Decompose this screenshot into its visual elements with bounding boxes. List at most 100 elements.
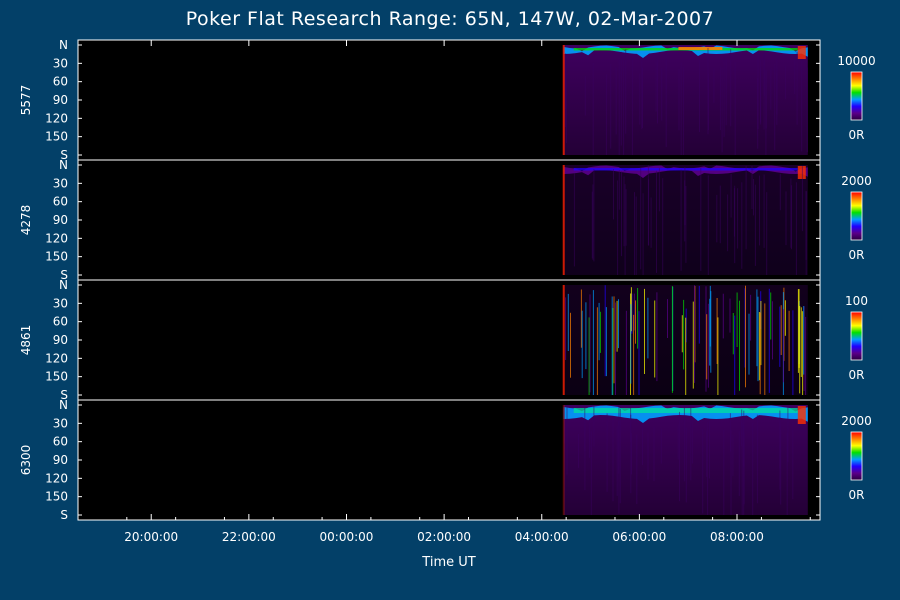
data-streak bbox=[637, 288, 639, 349]
colorbar bbox=[851, 432, 862, 480]
data-streak bbox=[605, 74, 607, 155]
data-streak bbox=[565, 53, 567, 128]
data-streak bbox=[764, 303, 766, 395]
data-streak bbox=[648, 179, 650, 246]
data-streak bbox=[709, 298, 711, 366]
data-streak bbox=[641, 57, 643, 130]
data-streak bbox=[753, 179, 754, 216]
data-onset-edge bbox=[562, 285, 565, 395]
data-streak bbox=[741, 422, 743, 515]
data-streak bbox=[634, 192, 635, 275]
data-streak bbox=[625, 310, 627, 395]
data-streak bbox=[620, 51, 622, 146]
data-streak bbox=[770, 68, 772, 110]
data-streak bbox=[618, 170, 620, 210]
data-streak bbox=[780, 429, 782, 505]
data-streak bbox=[580, 289, 582, 348]
data-streak bbox=[729, 298, 731, 333]
data-streak bbox=[653, 426, 655, 482]
data-streak bbox=[588, 317, 590, 395]
data-streak bbox=[661, 68, 663, 121]
data-streak bbox=[698, 285, 700, 344]
data-streak bbox=[624, 184, 626, 275]
data-streak bbox=[650, 197, 652, 248]
y-tick-label: 60 bbox=[53, 195, 68, 209]
data-streak bbox=[592, 290, 594, 395]
data-streak bbox=[631, 432, 632, 475]
data-streak bbox=[759, 312, 761, 395]
data-streak bbox=[801, 60, 803, 152]
data-streak bbox=[741, 409, 743, 447]
data-streak bbox=[625, 49, 627, 134]
data-streak bbox=[685, 317, 687, 395]
data-streak bbox=[709, 421, 710, 479]
data-streak bbox=[800, 307, 802, 377]
data-streak bbox=[679, 411, 680, 502]
data-streak bbox=[765, 71, 767, 155]
colorbar-frame bbox=[850, 191, 863, 241]
data-streak bbox=[630, 407, 632, 443]
data-streak bbox=[630, 414, 632, 494]
data-streak bbox=[745, 165, 747, 250]
data-streak bbox=[757, 296, 759, 382]
chart-title: Poker Flat Research Range: 65N, 147W, 02… bbox=[185, 8, 715, 30]
y-tick-label: N bbox=[59, 38, 68, 52]
x-axis-label: Time UT bbox=[422, 555, 476, 570]
y-tick-label: N bbox=[59, 158, 68, 172]
data-streak bbox=[616, 426, 618, 496]
panel-label: 6300 bbox=[19, 445, 33, 476]
data-streak bbox=[585, 302, 587, 370]
data-onset-edge bbox=[562, 165, 565, 275]
data-streak bbox=[743, 410, 745, 467]
data-streak bbox=[752, 422, 754, 515]
colorbar-min-label: 0R bbox=[849, 128, 865, 142]
data-streak bbox=[639, 73, 641, 125]
data-streak bbox=[794, 59, 796, 94]
data-streak bbox=[592, 184, 594, 260]
data-streak bbox=[792, 310, 794, 395]
colorbar-min-label: 0R bbox=[849, 368, 865, 382]
data-streak bbox=[584, 423, 586, 491]
data-streak bbox=[743, 433, 745, 505]
data-streak bbox=[671, 286, 673, 393]
data-streak bbox=[806, 67, 808, 153]
panel-label: 4278 bbox=[19, 205, 33, 236]
data-streak bbox=[721, 67, 723, 153]
x-tick-label: 00:00:00 bbox=[320, 530, 374, 544]
data-streak bbox=[751, 166, 753, 209]
data-streak bbox=[719, 185, 721, 244]
y-tick-label: 150 bbox=[45, 250, 68, 264]
data-streak bbox=[618, 420, 620, 474]
data-streak bbox=[801, 166, 803, 232]
data-streak bbox=[578, 434, 579, 468]
data-streak bbox=[734, 62, 736, 155]
colorbar-frame bbox=[850, 311, 863, 361]
colorbar-min-label: 0R bbox=[849, 248, 865, 262]
data-streak bbox=[612, 308, 614, 395]
data-streak bbox=[787, 407, 789, 462]
data-streak bbox=[779, 173, 781, 211]
data-streak bbox=[760, 301, 762, 366]
y-tick-label: 150 bbox=[45, 490, 68, 504]
data-streak bbox=[741, 182, 743, 269]
data-streak bbox=[644, 288, 645, 374]
data-streak bbox=[748, 313, 750, 375]
data-streak bbox=[706, 430, 708, 477]
panel-label: 4861 bbox=[19, 325, 33, 356]
emission-peak bbox=[678, 47, 723, 50]
data-streak bbox=[635, 196, 637, 275]
colorbar-max-label: 2000 bbox=[841, 174, 872, 188]
data-streak bbox=[732, 434, 734, 477]
data-streak bbox=[723, 55, 725, 137]
data-streak bbox=[606, 413, 608, 492]
data-streak bbox=[727, 194, 729, 252]
data-streak bbox=[768, 288, 770, 393]
data-streak bbox=[791, 185, 792, 250]
x-tick-label: 20:00:00 bbox=[124, 530, 178, 544]
data-streak bbox=[593, 405, 595, 447]
data-streak bbox=[760, 58, 762, 125]
panel-6300: N 30 60 90 120 150 S 6300 2000 0R bbox=[19, 398, 872, 522]
y-tick-label: 30 bbox=[53, 176, 68, 190]
data-streak bbox=[633, 293, 635, 331]
y-tick-label: N bbox=[59, 278, 68, 292]
